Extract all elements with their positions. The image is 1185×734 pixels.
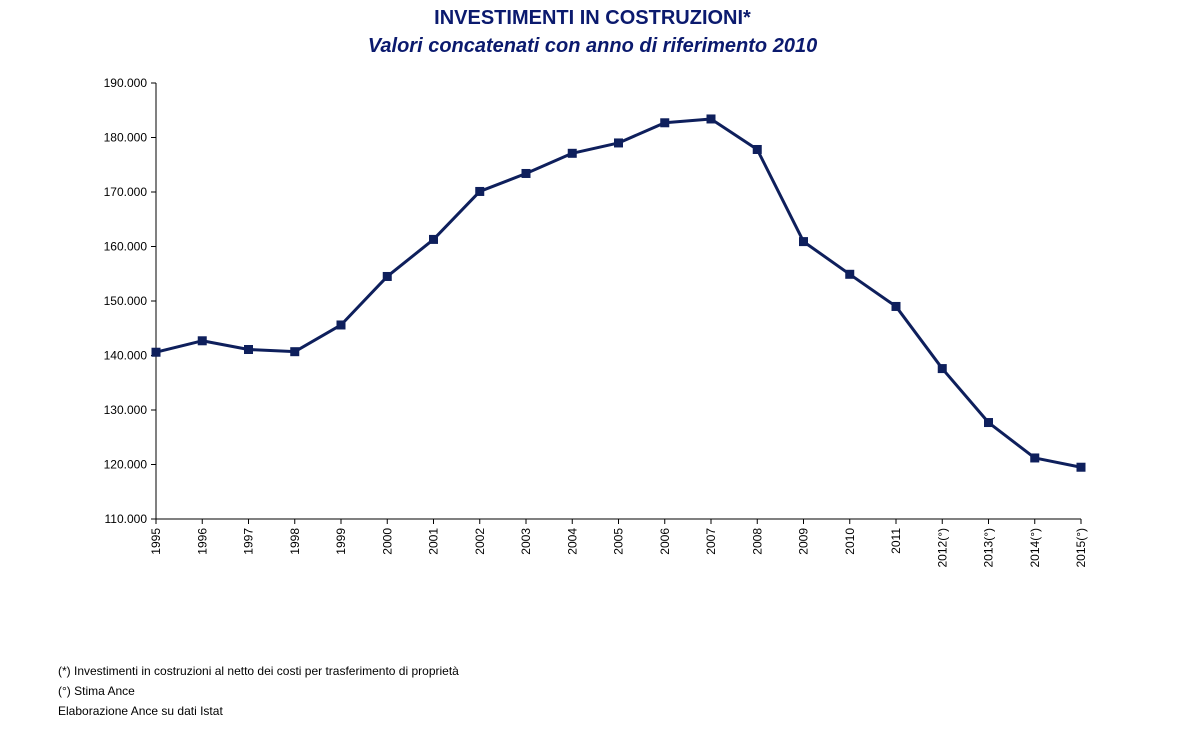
x-tick-label: 1998 xyxy=(288,528,302,555)
x-tick-label: 2008 xyxy=(750,528,764,555)
x-tick-label: 1996 xyxy=(195,528,209,555)
y-tick-label: 140.000 xyxy=(104,349,148,363)
x-tick-label: 2013(°) xyxy=(982,528,996,568)
data-point xyxy=(290,347,300,357)
x-tick-label: 2012(°) xyxy=(935,528,949,568)
x-tick-label: 1995 xyxy=(149,528,163,555)
line-chart: 110.000 120.000 130.000 140.000 150.000 160.0… xyxy=(104,76,1088,568)
data-point xyxy=(1030,453,1040,463)
data-point xyxy=(614,138,623,148)
data-point xyxy=(475,186,485,196)
note-source: Elaborazione Ance su dati Istat xyxy=(58,704,223,718)
data-point xyxy=(382,271,392,281)
y-tick-label: 130.000 xyxy=(104,403,148,417)
series-line xyxy=(155,117,1082,469)
chart-subtitle: Valori concatenati con anno di riferimen… xyxy=(367,35,818,57)
data-point xyxy=(799,237,808,247)
data-point xyxy=(1076,462,1086,472)
y-tick-label: 170.000 xyxy=(104,185,148,199)
data-point xyxy=(429,234,438,244)
chart-title: INVESTIMENTI IN COSTRUZIONI* xyxy=(434,7,751,29)
data-point xyxy=(845,269,855,279)
data-point xyxy=(197,336,207,346)
x-tick-label: 2010 xyxy=(843,528,857,555)
y-tick-label: 150.000 xyxy=(104,294,148,308)
x-tick-label: 2011 xyxy=(889,528,903,554)
x-tick-label: 2000 xyxy=(380,528,394,555)
x-tick-label: 2014(°) xyxy=(1028,528,1042,568)
data-point xyxy=(660,118,670,128)
data-point xyxy=(521,168,531,178)
x-tick-label: 2015(°) xyxy=(1074,528,1088,568)
data-point xyxy=(336,320,346,330)
x-tick-label: 2007 xyxy=(704,528,718,555)
data-point xyxy=(891,301,901,311)
x-tick-label: 1999 xyxy=(334,528,348,555)
x-tick-label: 2003 xyxy=(519,528,533,555)
y-tick-label: 180.000 xyxy=(104,131,148,145)
chart-notes: (*) Investimenti in costruzioni al netto… xyxy=(58,661,459,721)
y-tick-label: 190.000 xyxy=(104,76,148,90)
x-tick-label: 2009 xyxy=(797,528,811,555)
x-tick-label: 2005 xyxy=(612,528,626,555)
y-tick-label: 120.000 xyxy=(104,458,148,472)
data-point xyxy=(937,364,947,374)
y-tick-label: 160.000 xyxy=(104,240,148,254)
data-point xyxy=(244,345,253,355)
x-tick-label: 1997 xyxy=(242,528,256,555)
x-tick-label: 2002 xyxy=(473,528,487,555)
note-estimate: (°) Stima Ance xyxy=(58,684,135,698)
x-tick-label: 2006 xyxy=(658,528,672,555)
data-point xyxy=(151,347,161,357)
note-footnote: (*) Investimenti in costruzioni al netto… xyxy=(58,664,459,678)
data-point xyxy=(706,114,716,124)
x-tick-label: 2004 xyxy=(565,528,579,555)
y-tick-label: 110.000 xyxy=(105,512,148,526)
x-tick-label: 2001 xyxy=(427,528,441,555)
data-point xyxy=(567,148,577,158)
data-point xyxy=(984,418,993,428)
data-point xyxy=(752,144,762,154)
